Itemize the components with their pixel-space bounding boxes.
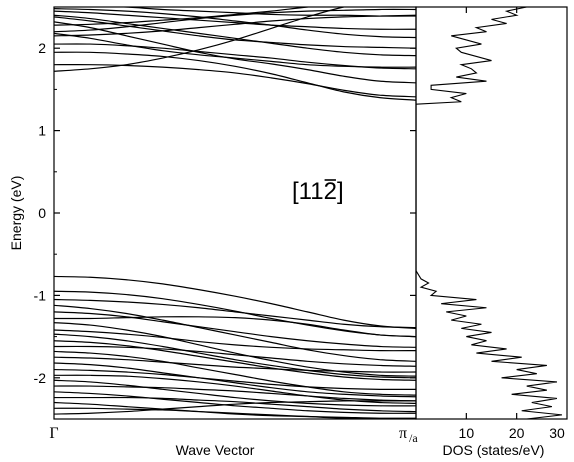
y-axis-title: Energy (eV) (8, 176, 24, 251)
dos-curve (416, 7, 563, 419)
dos-axis-title: DOS (states/eV) (443, 442, 545, 458)
band-line-17 (54, 298, 416, 329)
band-line-31 (54, 379, 416, 407)
band-plot-frame (53, 6, 417, 420)
energy-axis-ticks: -2 -1 0 1 2 (34, 6, 416, 420)
band-line-29 (54, 368, 416, 390)
band-line-12 (113, 7, 416, 17)
band-line-16 (54, 290, 416, 338)
band-lines (54, 7, 416, 419)
dos-axis-ticks: 10 20 30 (459, 7, 565, 441)
band-line-9 (54, 8, 416, 33)
band-line-33 (54, 391, 416, 414)
band-line-18 (54, 304, 416, 362)
band-line-14 (54, 7, 314, 26)
band-line-37 (54, 400, 416, 415)
band-structure-panel: -2 -1 0 1 2 Γ π /a Wave Vector Energy (eV) [… (8, 6, 418, 458)
band-line-13 (54, 14, 416, 57)
direction-prefix: [11 (292, 178, 324, 205)
band-line-6 (54, 21, 416, 84)
band-line-25 (54, 345, 416, 367)
band-line-21 (54, 321, 416, 377)
y-tick-label: -1 (34, 287, 47, 303)
band-line-32 (54, 385, 416, 402)
x-tick-pi-sub: /a (409, 431, 418, 445)
band-line-35 (54, 401, 416, 419)
y-tick-label: -2 (34, 370, 47, 386)
band-line-19 (54, 311, 416, 348)
band-line-8 (54, 8, 416, 39)
band-line-28 (54, 362, 416, 398)
dos-tick-label: 20 (509, 425, 525, 441)
band-line-7 (54, 16, 416, 49)
band-line-24 (54, 340, 416, 381)
band-line-2 (54, 51, 416, 101)
direction-annotation-text: [112] (292, 178, 344, 205)
dos-tick-label: 30 (549, 425, 565, 441)
x-tick-pi-over-a: π /a (399, 425, 418, 445)
x-tick-pi: π (399, 425, 407, 442)
y-tick-label: 1 (38, 123, 46, 139)
band-line-5 (54, 32, 416, 68)
band-line-23 (54, 333, 416, 379)
dos-plot-frame (415, 6, 568, 420)
band-line-15 (54, 275, 416, 329)
band-line-26 (54, 350, 416, 396)
y-tick-label: 0 (38, 205, 46, 221)
y-tick-label: 2 (38, 40, 46, 56)
band-line-22 (54, 329, 416, 352)
dos-tick-label: 10 (459, 425, 475, 441)
x-tick-gamma: Γ (49, 425, 58, 442)
dos-panel: 10 20 30 DOS (states/eV) (415, 6, 568, 458)
band-line-1 (54, 64, 416, 98)
x-axis-title: Wave Vector (176, 442, 255, 458)
band-line-10 (54, 14, 416, 37)
direction-overbar-digit: 2 (324, 178, 337, 205)
band-line-27 (54, 356, 416, 373)
band-line-11 (54, 10, 416, 30)
direction-suffix: ] (337, 178, 344, 205)
band-line-34 (54, 396, 416, 413)
band-line-20 (54, 316, 416, 338)
direction-annotation: [112] (292, 178, 344, 205)
